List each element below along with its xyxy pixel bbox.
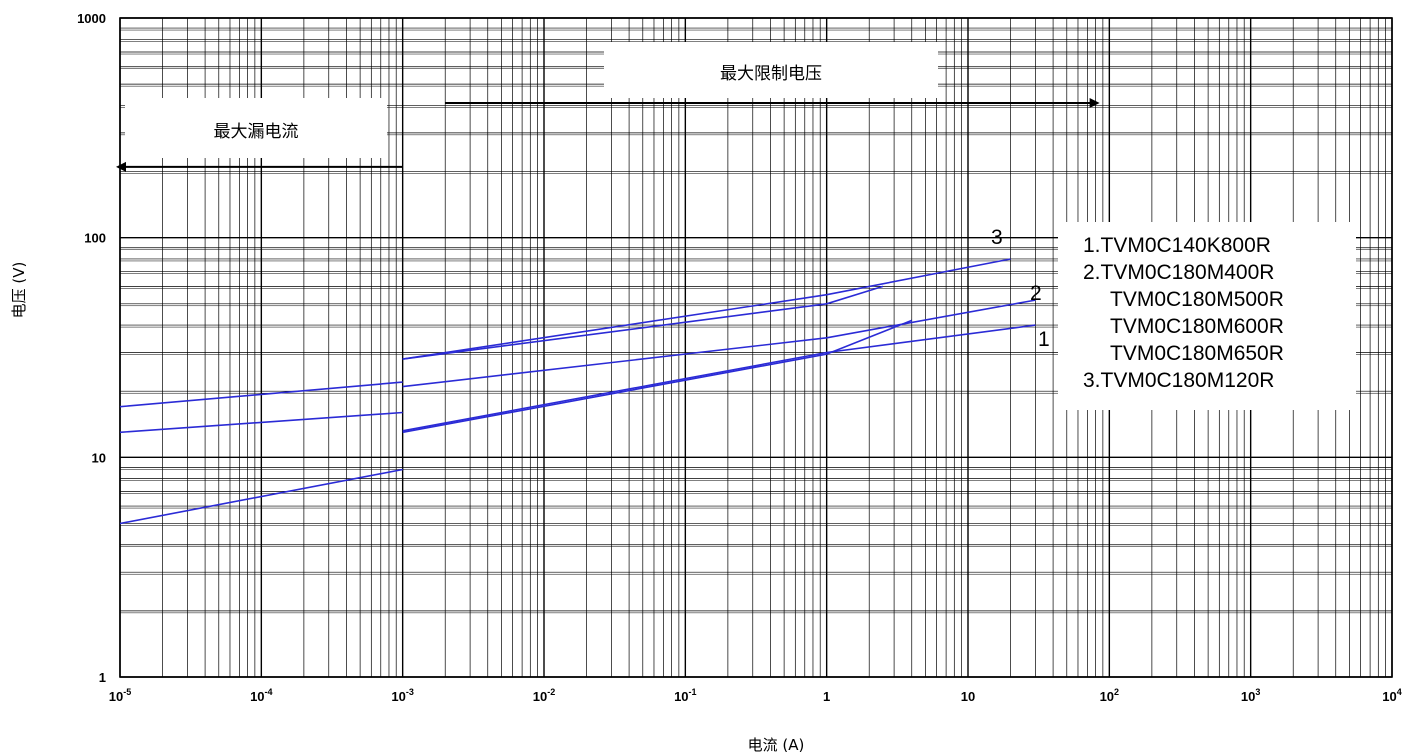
x-tick-labels: 10-5 10-4 10-3 10-2 10-1 1 10 102 103 104 (109, 687, 1402, 704)
series-3-segment-1 (119, 381, 403, 408)
max-leakage-arrow (116, 161, 403, 172)
series-1-segment-1 (119, 468, 403, 525)
max-clamp-voltage-annotation: 最大限制电压 (445, 42, 1100, 109)
legend-line-5: TVM0C180M650R (1110, 342, 1284, 365)
curve-label-3: 3 (991, 226, 1003, 249)
x-axis-title: 电流 (A) (748, 736, 805, 754)
series-lines (119, 258, 1036, 525)
legend-line-4: TVM0C180M600R (1110, 315, 1284, 338)
curve-label-1: 1 (1038, 328, 1050, 351)
x-tick-label: 10-4 (250, 687, 272, 704)
series-2-segment-2 (402, 299, 1036, 388)
curve-label-2: 2 (1030, 282, 1042, 305)
max-clamp-voltage-arrow (445, 98, 1100, 109)
legend-line-3: TVM0C180M500R (1110, 288, 1284, 311)
max-clamp-voltage-arrow-head (1089, 98, 1100, 109)
series-2-segment-1 (119, 411, 403, 434)
x-tick-label: 103 (1241, 687, 1260, 704)
x-tick-label: 104 (1382, 687, 1401, 704)
series-3-segment-2 (402, 258, 1011, 360)
series-1-segment-2 (402, 324, 1036, 432)
legend: 1.TVM0C140K800R 2.TVM0C180M400R TVM0C180… (1058, 222, 1356, 410)
y-tick-label: 10 (92, 450, 106, 465)
plot-frame (119, 17, 1393, 678)
y-axis-title: 电压 (V) (10, 262, 28, 319)
max-leakage-annotation: 最大漏电流 (116, 98, 403, 172)
series-extra-segment-1 (402, 285, 884, 360)
x-tick-label: 1 (823, 689, 830, 704)
y-tick-label: 100 (84, 231, 106, 246)
legend-line-2: 2.TVM0C180M400R (1083, 261, 1274, 284)
x-tick-label: 10-2 (533, 687, 555, 704)
max-clamp-voltage-label-box (604, 42, 938, 98)
y-tick-label: 1 (99, 670, 106, 685)
legend-line-1: 1.TVM0C140K800R (1083, 234, 1271, 257)
max-clamp-voltage-label: 最大限制电压 (720, 64, 822, 84)
y-tick-labels: 1 10 100 1000 (77, 11, 106, 685)
x-tick-label: 102 (1100, 687, 1119, 704)
y-tick-label: 1000 (77, 11, 106, 26)
max-leakage-label: 最大漏电流 (214, 122, 299, 142)
max-leakage-label-box (125, 98, 387, 158)
legend-box (1058, 222, 1356, 410)
series-extra-segment-2 (402, 319, 913, 434)
legend-line-6: 3.TVM0C180M120R (1083, 369, 1274, 392)
x-tick-label: 10-3 (391, 687, 413, 704)
x-tick-label: 10-5 (109, 687, 131, 704)
x-tick-label: 10 (961, 689, 975, 704)
x-tick-label: 10-1 (674, 687, 696, 704)
max-leakage-arrow-head (116, 161, 126, 172)
